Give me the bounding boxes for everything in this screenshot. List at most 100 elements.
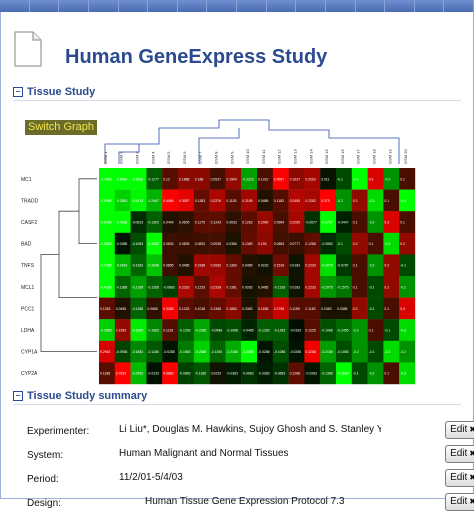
cell-value-label: 0.2338 [211, 285, 221, 289]
cell-value-label: 0.12 [163, 177, 170, 181]
heatmap-cell [130, 362, 147, 385]
heatmap-cell [257, 168, 273, 190]
heatmap-cell [257, 232, 273, 255]
heatmap-cell [383, 211, 400, 233]
heatmap-cell [114, 297, 131, 320]
heatmap-cell [193, 211, 210, 233]
cell-value-label: 0.2 [353, 307, 358, 311]
cell-value-label: 0.0383 [242, 307, 252, 311]
cell-value-label: -0.3888 [242, 350, 254, 354]
cell-value-label: 0.3097 [179, 199, 189, 203]
heatmap-cell [162, 362, 179, 385]
heatmap-cell [367, 297, 384, 320]
cell-value-label: 0.3 [384, 221, 389, 225]
heatmap-cell [99, 362, 115, 385]
cell-value-label: -0.3 [384, 350, 390, 354]
cell-value-label: 0.1383 [195, 199, 205, 203]
heatmap-cell [304, 168, 321, 190]
edit-button[interactable]: Edit ✖ [445, 421, 474, 439]
heatmap-cell [114, 211, 131, 233]
heatmap-cell [146, 211, 163, 233]
heatmap-cell [225, 211, 242, 233]
heatmap-cell [399, 254, 416, 277]
heatmap-cell [367, 168, 384, 190]
heatmap-cell [288, 232, 305, 255]
cell-value-label: 0.2 [384, 285, 389, 289]
heatmap-cell [320, 276, 337, 298]
heatmap-cell [162, 189, 179, 212]
cell-value-label: 0.0485 [258, 285, 268, 289]
dropdown-icon: ✖ [469, 425, 474, 434]
heatmap-cell [130, 189, 147, 212]
cell-value-label: -0.0485 [242, 329, 254, 333]
heatmap-cell [209, 340, 226, 363]
edit-button[interactable]: Edit ✖ [445, 493, 474, 511]
heatmap-cell [288, 297, 305, 320]
cell-value-label: -0.3 [384, 242, 390, 246]
heatmap-cell [225, 340, 242, 363]
heatmap-cell [178, 297, 194, 320]
tissue-study-header[interactable]: − Tissue Study [13, 86, 95, 98]
cell-value-label: -0.1 [400, 264, 406, 268]
cell-value-label: 0.1 [384, 372, 389, 376]
cell-value-label: 0.2188 [195, 264, 205, 268]
cell-value-label: 0.7833 [116, 372, 126, 376]
heatmap-cell [225, 362, 242, 385]
heatmap-cell [336, 211, 352, 233]
cell-value-label: -0.8883 [100, 242, 112, 246]
heatmap-cell [399, 232, 416, 255]
cell-value-label: 0.0485 [179, 264, 189, 268]
summary-value: 11/2/01-5/4/03 [119, 472, 183, 483]
heatmap-cell [99, 189, 115, 212]
row-label: MC1 [21, 177, 32, 183]
cell-value-label: -0.1 [369, 350, 375, 354]
row-label: CYP2A [21, 371, 38, 377]
cell-value-label: 0.1383 [226, 264, 236, 268]
cell-value-label: 0.1189 [290, 307, 300, 311]
edit-button[interactable]: Edit ✖ [445, 445, 474, 463]
cell-value-label: -0.1088 [274, 350, 286, 354]
cell-value-label: 0.1 [384, 199, 389, 203]
collapse-icon[interactable]: − [13, 391, 23, 401]
heatmap-cell [99, 340, 115, 363]
heatmap-cell [146, 297, 163, 320]
cell-value-label: -0.1283 [179, 329, 191, 333]
heatmap-cell [351, 362, 368, 385]
heatmap-cell [146, 319, 163, 341]
heatmap-cell [320, 297, 337, 320]
cell-value-label: 0.0777 [290, 242, 300, 246]
heatmap-cell [162, 276, 179, 298]
cell-value-label: 0.4557 [274, 177, 284, 181]
collapse-icon[interactable]: − [13, 87, 23, 97]
cell-value-label: 0.0833 [195, 242, 205, 246]
heatmap-cell [320, 319, 337, 341]
heatmap-cell [399, 340, 416, 363]
column-label: GSM 20 [403, 149, 408, 164]
cell-value-label: 0.1 [353, 264, 358, 268]
heatmap-cell [367, 276, 384, 298]
column-label: GSM 4 [150, 151, 155, 164]
cell-value-label: -0.1 [337, 177, 343, 181]
heatmap-cell [225, 189, 242, 212]
heatmap-cell [209, 362, 226, 385]
summary-value: Human Malignant and Normal Tissues [119, 448, 289, 459]
switch-graph-button[interactable]: Switch Graph [25, 120, 98, 135]
cell-value-label: -0.1283 [274, 329, 286, 333]
cell-value-label: -0.0233 [147, 372, 159, 376]
cell-value-label: 0.0385 [337, 307, 347, 311]
cell-value-label: 0.1518 [274, 264, 284, 268]
cell-value-label: -0.0383 [226, 372, 238, 376]
cell-value-label: 0.1 [369, 329, 374, 333]
heatmap-cell [130, 232, 147, 255]
cell-value-label: 0.1888 [179, 177, 189, 181]
cell-value-label: -0.6268 [100, 221, 112, 225]
edit-button[interactable]: Edit ✖ [445, 469, 474, 487]
summary-header[interactable]: − Tissue Study summary [13, 390, 147, 402]
cell-value-label: 0.0183 [290, 264, 300, 268]
heatmap-cell [225, 276, 242, 298]
heatmap-cell [272, 297, 289, 320]
cell-value-label: -1.7083 [100, 177, 112, 181]
cell-value-label: 0.3288 [305, 350, 315, 354]
heatmap-cell [367, 211, 384, 233]
summary-label: Period: [27, 474, 59, 485]
